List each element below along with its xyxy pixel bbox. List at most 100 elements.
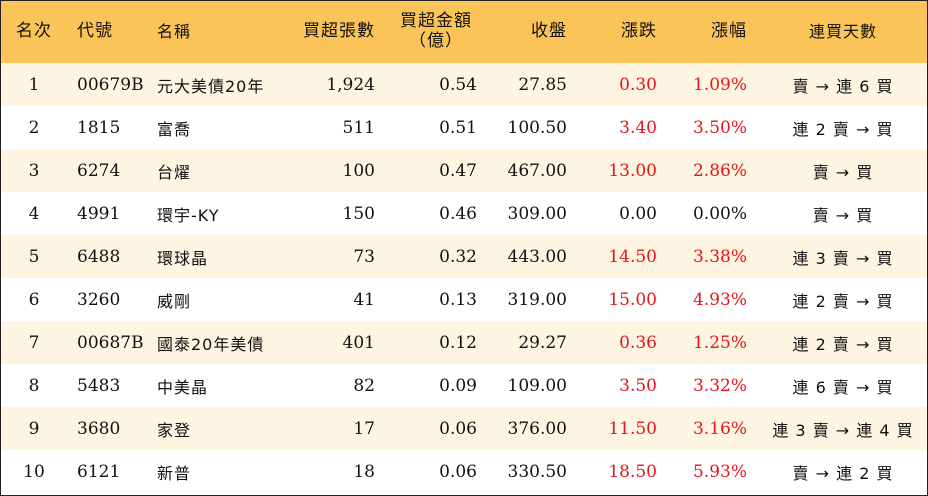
cell-streak: 賣 → 連 6 買	[792, 76, 894, 96]
cell-change: 0.00	[619, 203, 657, 224]
cell-code: 6274	[77, 160, 121, 181]
cell-change-pct: 1.09%	[692, 74, 747, 95]
cell-net-buy-amount: 0.06	[439, 461, 477, 482]
cell-net-buy-amount: 0.12	[439, 332, 477, 353]
cell-change: 3.50	[619, 375, 657, 396]
cell-close: 467.00	[507, 160, 567, 181]
cell-net-buy-amount: 0.06	[439, 418, 477, 439]
cell-net-buy-lots: 100	[342, 160, 375, 181]
cell-close: 100.50	[507, 117, 567, 138]
cell-name: 環宇-KY	[157, 205, 220, 225]
cell-code: 00679B	[77, 74, 144, 95]
table-row: 5 6488 環球晶 73 0.32 443.00 14.50 3.38% 連 …	[1, 235, 927, 278]
cell-close: 319.00	[507, 289, 567, 310]
header-change-pct: 漲幅	[711, 21, 747, 42]
cell-rank: 2	[28, 117, 40, 138]
cell-net-buy-amount: 0.54	[439, 74, 477, 95]
cell-net-buy-lots: 41	[353, 289, 375, 310]
cell-net-buy-lots: 150	[342, 203, 375, 224]
cell-close: 27.85	[518, 74, 567, 95]
cell-net-buy-lots: 1,924	[326, 74, 375, 95]
cell-change-pct: 1.25%	[692, 332, 747, 353]
cell-net-buy-lots: 18	[353, 461, 375, 482]
header-net-buy-amount-line1: 買超金額	[400, 11, 472, 32]
cell-rank: 9	[28, 418, 40, 439]
table-row: 3 6274 台燿 100 0.47 467.00 13.00 2.86% 賣 …	[1, 149, 927, 192]
cell-net-buy-lots: 17	[353, 418, 375, 439]
cell-change-pct: 3.16%	[692, 418, 747, 439]
header-net-buy-amount-line2: （億）	[409, 31, 463, 51]
cell-close: 330.50	[507, 461, 567, 482]
cell-net-buy-lots: 73	[353, 246, 375, 267]
cell-close: 29.27	[518, 332, 567, 353]
cell-name: 元大美債20年	[157, 76, 265, 96]
cell-change-pct: 2.86%	[692, 160, 747, 181]
cell-code: 6488	[77, 246, 121, 267]
cell-name: 富喬	[157, 119, 192, 139]
cell-close: 376.00	[507, 418, 567, 439]
cell-change: 18.50	[608, 461, 657, 482]
cell-rank: 6	[28, 289, 40, 310]
cell-rank: 1	[28, 74, 40, 95]
cell-name: 台燿	[157, 162, 192, 182]
cell-code: 00687B	[77, 332, 144, 353]
cell-code: 5483	[77, 375, 121, 396]
cell-net-buy-amount: 0.47	[439, 160, 477, 181]
cell-rank: 4	[28, 203, 40, 224]
cell-change-pct: 5.93%	[692, 461, 747, 482]
cell-change: 14.50	[608, 246, 657, 267]
table-row: 9 3680 家登 17 0.06 376.00 11.50 3.16% 連 3…	[1, 407, 927, 450]
cell-streak: 連 3 賣 → 連 4 買	[772, 420, 914, 440]
table-row: 4 4991 環宇-KY 150 0.46 309.00 0.00 0.00% …	[1, 192, 927, 235]
cell-streak: 賣 → 買	[812, 205, 874, 225]
cell-rank: 8	[28, 375, 40, 396]
table-row: 7 00687B 國泰20年美債 401 0.12 29.27 0.36 1.2…	[1, 321, 927, 364]
cell-change: 11.50	[608, 418, 657, 439]
cell-name: 環球晶	[157, 248, 209, 268]
header-streak: 連買天數	[808, 21, 877, 41]
header-rank: 名次	[16, 21, 52, 42]
table-row: 2 1815 富喬 511 0.51 100.50 3.40 3.50% 連 2…	[1, 106, 927, 149]
cell-change-pct: 3.50%	[692, 117, 747, 138]
header-net-buy-amount: 買超金額 （億）	[387, 1, 489, 63]
cell-code: 3260	[77, 289, 121, 310]
header-close: 收盤	[531, 21, 567, 42]
cell-net-buy-amount: 0.51	[439, 117, 477, 138]
cell-name: 新普	[157, 463, 192, 483]
cell-streak: 連 2 賣 → 買	[792, 334, 894, 354]
cell-streak: 賣 → 買	[812, 162, 874, 182]
cell-close: 309.00	[507, 203, 567, 224]
cell-change: 0.36	[619, 332, 657, 353]
cell-net-buy-amount: 0.32	[439, 246, 477, 267]
table-row: 10 6121 新普 18 0.06 330.50 18.50 5.93% 賣 …	[1, 450, 927, 493]
cell-name: 國泰20年美債	[157, 334, 265, 354]
cell-net-buy-lots: 511	[342, 117, 375, 138]
cell-change: 15.00	[608, 289, 657, 310]
cell-change-pct: 3.32%	[692, 375, 747, 396]
cell-change: 0.30	[619, 74, 657, 95]
cell-streak: 連 2 賣 → 買	[792, 119, 894, 139]
cell-rank: 7	[28, 332, 40, 353]
cell-name: 威剛	[157, 291, 192, 311]
cell-change-pct: 0.00%	[692, 203, 747, 224]
cell-change-pct: 3.38%	[692, 246, 747, 267]
cell-streak: 連 6 賣 → 買	[792, 377, 894, 397]
table-header-row: 名次 代號 名稱 買超張數 買超金額 （億） 收盤 漲跌 漲幅 連買天數	[1, 1, 927, 63]
cell-code: 1815	[77, 117, 121, 138]
cell-code: 6121	[77, 461, 121, 482]
cell-code: 4991	[77, 203, 121, 224]
cell-streak: 賣 → 連 2 買	[792, 463, 894, 483]
cell-net-buy-lots: 82	[353, 375, 375, 396]
cell-net-buy-amount: 0.13	[439, 289, 477, 310]
cell-streak: 連 3 賣 → 買	[792, 248, 894, 268]
cell-code: 3680	[77, 418, 121, 439]
cell-change: 3.40	[619, 117, 657, 138]
cell-rank: 5	[28, 246, 40, 267]
cell-streak: 連 2 賣 → 買	[792, 291, 894, 311]
cell-close: 109.00	[507, 375, 567, 396]
cell-net-buy-lots: 401	[342, 332, 375, 353]
header-change: 漲跌	[621, 21, 657, 42]
cell-net-buy-amount: 0.09	[439, 375, 477, 396]
